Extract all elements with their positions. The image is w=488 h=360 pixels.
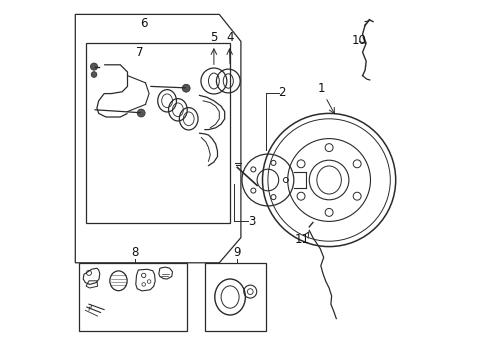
Text: 8: 8 [131, 246, 138, 259]
Circle shape [137, 109, 145, 117]
Circle shape [90, 63, 98, 70]
Text: 9: 9 [233, 246, 240, 259]
Circle shape [182, 84, 190, 92]
Text: 4: 4 [226, 31, 233, 44]
Text: 11: 11 [294, 233, 309, 246]
Text: 1: 1 [318, 82, 325, 95]
Text: 5: 5 [210, 31, 217, 44]
Text: 6: 6 [140, 17, 147, 30]
Text: 7: 7 [136, 46, 143, 59]
Text: 10: 10 [351, 34, 366, 47]
Text: 3: 3 [247, 215, 255, 228]
Text: 2: 2 [278, 86, 285, 99]
Circle shape [91, 72, 97, 77]
